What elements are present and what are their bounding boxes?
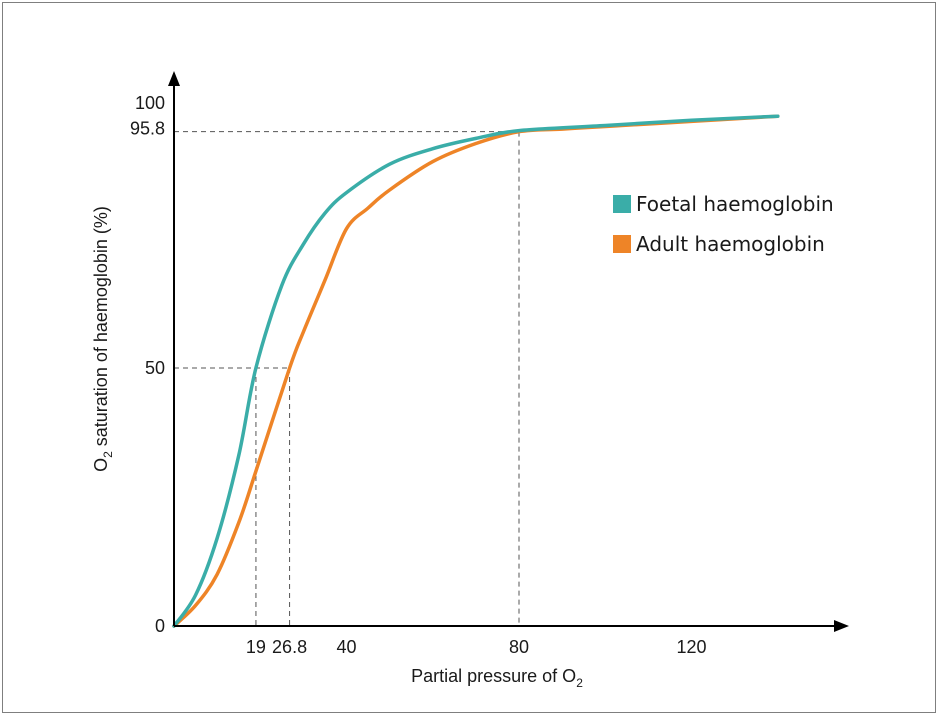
x-tick-label-0: 19 (246, 637, 266, 657)
y-tick-label-3: 100 (135, 93, 165, 113)
y-tick-label-1: 50 (145, 358, 165, 378)
y-axis-arrow (168, 71, 180, 86)
oxygen-dissociation-chart: 19 26.8 40 80 120 0 50 95.8 100 Partial pressure… (91, 71, 849, 690)
legend-swatch-adult (613, 235, 631, 253)
x-tick-label-1: 26.8 (272, 637, 307, 657)
y-tick-label-0: 0 (155, 616, 165, 636)
x-tick-label-3: 80 (509, 637, 529, 657)
legend-swatch-foetal (613, 195, 631, 213)
legend-label-adult: Adult haemoglobin (636, 232, 825, 256)
series-line-foetal (172, 114, 780, 628)
x-axis-arrow (834, 620, 849, 632)
x-axis-title: Partial pressure of O2 (411, 666, 583, 690)
y-tick-label-2: 95.8 (130, 119, 165, 139)
y-axis-title: O2 saturation of haemoglobin (%) (91, 206, 115, 472)
x-tick-label-2: 40 (336, 637, 356, 657)
x-tick-label-4: 120 (676, 637, 706, 657)
legend-label-foetal: Foetal haemoglobin (636, 192, 834, 216)
